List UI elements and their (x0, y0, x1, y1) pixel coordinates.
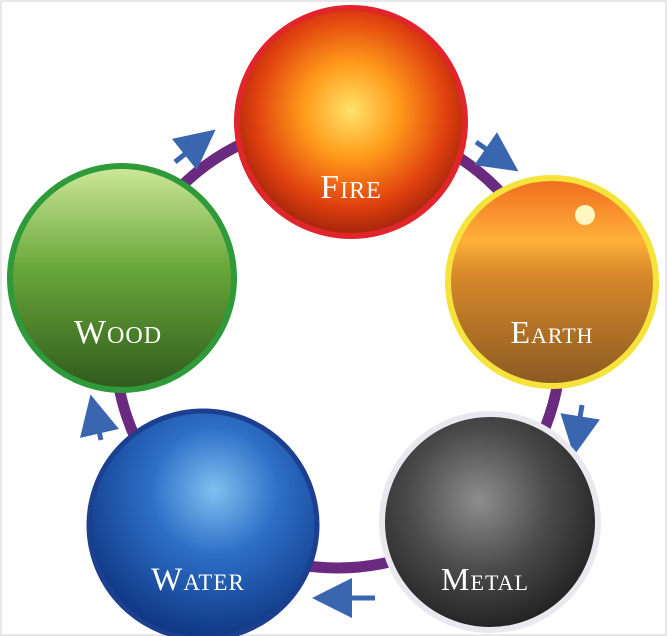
node-fire: Fire (237, 8, 465, 236)
arrow (577, 405, 582, 436)
node-circle (89, 411, 317, 636)
node-label: Earth (510, 314, 593, 350)
node-label: Fire (320, 169, 382, 206)
arrow (476, 142, 502, 160)
node-label: Wood (74, 314, 162, 351)
sun (575, 205, 595, 225)
node-earth: Earth (448, 178, 656, 386)
five-elements-diagram: Fire Earth Metal Water Wood (0, 0, 667, 636)
node-circle (382, 414, 598, 630)
node-label: Water (151, 562, 245, 598)
node-circle (10, 166, 234, 390)
arrow (95, 414, 101, 440)
arrow (175, 142, 200, 162)
node-wood: Wood (10, 166, 234, 390)
node-water: Water (89, 411, 317, 636)
node-circle (448, 178, 656, 386)
node-metal: Metal (382, 414, 598, 630)
node-label: Metal (441, 561, 529, 597)
